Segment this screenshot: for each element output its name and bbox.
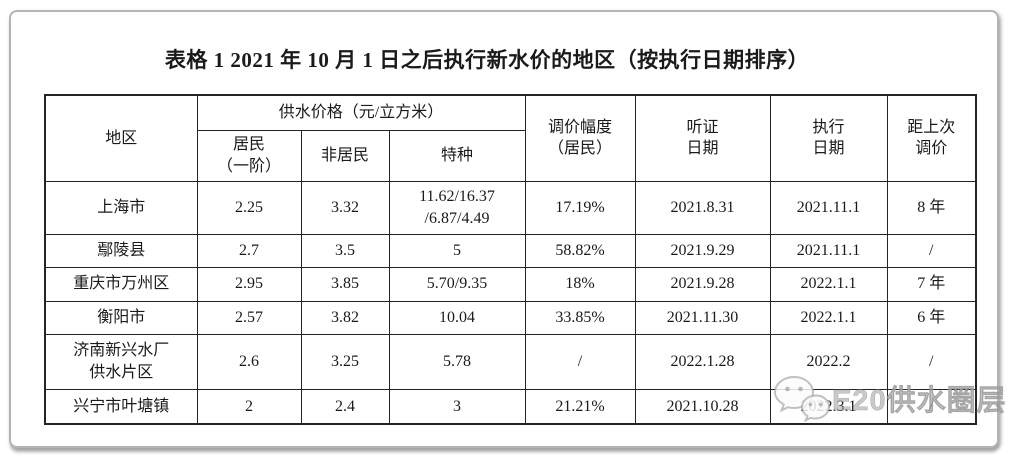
cell-adjustment: 21.21%: [524, 388, 636, 425]
col-header-region: 地区: [44, 94, 198, 182]
cell-non-resident-price: 3.32: [300, 180, 390, 235]
cell-hearing-date: 2021.9.29: [634, 233, 771, 268]
cell-special-price: 5: [388, 233, 526, 268]
table-row: 衡阳市 2.57 3.82 10.04 33.85% 2021.11.30 20…: [44, 300, 977, 335]
table-row: 上海市 2.25 3.32 11.62/16.37 /6.87/4.49 17.…: [44, 180, 977, 235]
cell-non-resident-price: 2.4: [300, 388, 390, 425]
cell-since-last: /: [886, 333, 977, 390]
cell-since-last: 7 年: [886, 266, 977, 302]
cell-effective-date: 2022.1.1: [769, 300, 888, 335]
cell-resident-price: 2.7: [196, 233, 302, 268]
cell-non-resident-price: 3.25: [300, 333, 390, 390]
cell-adjustment: 58.82%: [524, 233, 636, 268]
table-row: 兴宁市叶塘镇 2 2.4 3 21.21% 2021.10.28 2022.3.…: [44, 388, 977, 425]
cell-hearing-date: 2021.8.31: [634, 180, 771, 235]
water-price-table: 地区 供水价格（元/立方米） 调价幅度 （居民） 听证 日期 执行 日期 距上次…: [44, 94, 977, 425]
col-header-resident: 居民 （一阶）: [196, 129, 302, 182]
cell-region: 鄢陵县: [44, 233, 198, 268]
cell-non-resident-price: 3.82: [300, 300, 390, 335]
table-row: 重庆市万州区 2.95 3.85 5.70/9.35 18% 2021.9.28…: [44, 266, 977, 302]
cell-effective-date: 2022.1.1: [769, 266, 888, 302]
cell-non-resident-price: 3.85: [300, 266, 390, 302]
cell-non-resident-price: 3.5: [300, 233, 390, 268]
cell-effective-date: 2022.2: [769, 333, 888, 390]
cell-effective-date: 2022.3.1: [769, 388, 888, 425]
table-row: 济南新兴水厂 供水片区 2.6 3.25 5.78 / 2022.1.28 20…: [44, 333, 977, 390]
cell-resident-price: 2.57: [196, 300, 302, 335]
cell-hearing-date: 2021.11.30: [634, 300, 771, 335]
cell-region: 衡阳市: [44, 300, 198, 335]
col-header-special: 特种: [388, 129, 526, 182]
cell-region: 济南新兴水厂 供水片区: [44, 333, 198, 390]
cell-special-price: 5.70/9.35: [388, 266, 526, 302]
cell-effective-date: 2021.11.1: [769, 180, 888, 235]
cell-resident-price: 2.6: [196, 333, 302, 390]
cell-resident-price: 2.25: [196, 180, 302, 235]
header-row-1: 地区 供水价格（元/立方米） 调价幅度 （居民） 听证 日期 执行 日期 距上次…: [44, 94, 977, 182]
cell-resident-price: 2: [196, 388, 302, 425]
cell-adjustment: 18%: [524, 266, 636, 302]
col-header-effective-date: 执行 日期: [769, 94, 888, 182]
cell-region: 上海市: [44, 180, 198, 235]
col-header-hearing-date: 听证 日期: [634, 94, 771, 182]
cell-region: 重庆市万州区: [44, 266, 198, 302]
cell-effective-date: 2021.11.1: [769, 233, 888, 268]
cell-adjustment: 17.19%: [524, 180, 636, 235]
cell-since-last: /: [886, 233, 977, 268]
cell-hearing-date: 2022.1.28: [634, 333, 771, 390]
cell-adjustment: /: [524, 333, 636, 390]
table-row: 鄢陵县 2.7 3.5 5 58.82% 2021.9.29 2021.11.1…: [44, 233, 977, 268]
cell-special-price: 10.04: [388, 300, 526, 335]
cell-region: 兴宁市叶塘镇: [44, 388, 198, 425]
cell-special-price: 5.78: [388, 333, 526, 390]
cell-hearing-date: 2021.10.28: [634, 388, 771, 425]
cell-special-price: 11.62/16.37 /6.87/4.49: [388, 180, 526, 235]
page-frame: 表格 1 2021 年 10 月 1 日之后执行新水价的地区（按执行日期排序） …: [9, 10, 1006, 448]
header-row-2: 居民 （一阶） 非居民 特种: [45, 129, 976, 182]
cell-since-last: 8 年: [886, 180, 977, 235]
col-header-price-group: 供水价格（元/立方米）: [196, 94, 526, 131]
col-header-since-last: 距上次 调价: [886, 94, 977, 182]
cell-since-last: 6 年: [886, 300, 977, 335]
cell-adjustment: 33.85%: [524, 300, 636, 335]
cell-resident-price: 2.95: [196, 266, 302, 302]
col-header-non-resident: 非居民: [300, 129, 390, 182]
table-caption: 表格 1 2021 年 10 月 1 日之后执行新水价的地区（按执行日期排序）: [164, 48, 810, 72]
cell-since-last: /: [886, 388, 977, 425]
cell-special-price: 3: [388, 388, 526, 425]
col-header-adjustment: 调价幅度 （居民）: [524, 94, 636, 182]
cell-hearing-date: 2021.9.28: [634, 266, 771, 302]
